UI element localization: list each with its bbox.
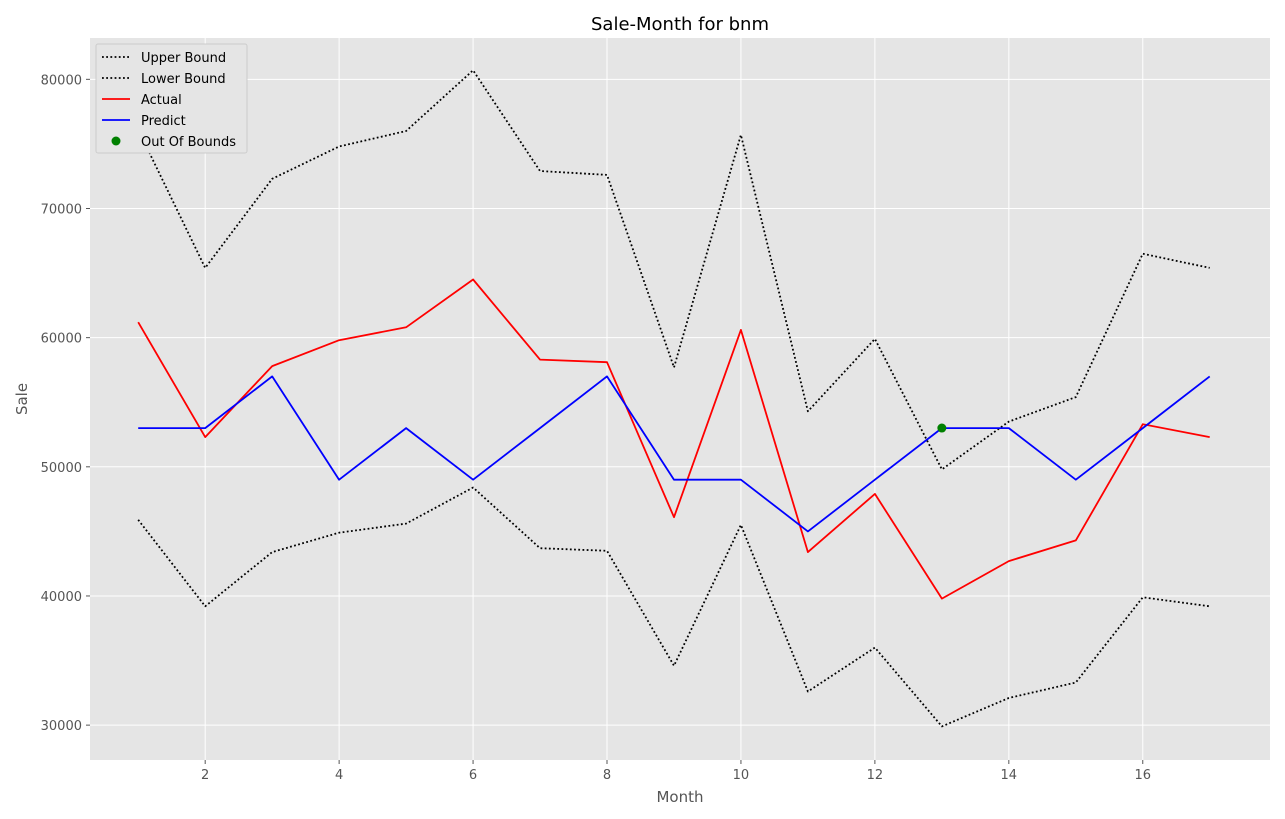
y-tick-label: 40000 xyxy=(41,590,82,605)
legend-box xyxy=(95,43,248,154)
legend-upper-bound-label: Upper Bound xyxy=(141,51,226,66)
x-tick-label: 10 xyxy=(733,768,750,783)
x-tick-label: 12 xyxy=(867,768,884,783)
grid xyxy=(90,38,1270,760)
y-tick-label: 50000 xyxy=(41,461,82,476)
y-tick-label: 60000 xyxy=(41,332,82,347)
x-tick-label: 4 xyxy=(335,768,343,783)
y-tick-label: 80000 xyxy=(41,73,82,88)
legend-out-of-bounds-label: Out Of Bounds xyxy=(141,135,236,150)
legend-actual-label: Actual xyxy=(141,93,182,108)
y-tick-label: 70000 xyxy=(41,202,82,217)
chart-title: Sale-Month for bnm xyxy=(591,14,769,35)
x-axis-title: Month xyxy=(656,788,703,806)
y-axis-title: Sale xyxy=(13,383,31,415)
x-tick-label: 2 xyxy=(201,768,209,783)
x-tick-label: 16 xyxy=(1134,768,1151,783)
x-tick-label: 6 xyxy=(469,768,477,783)
out-of-bounds-point xyxy=(937,423,947,433)
legend: Upper Bound Lower Bound Actual Predict Out O… xyxy=(95,43,248,154)
x-tick-label: 8 xyxy=(603,768,611,783)
actual-line xyxy=(137,278,1210,600)
predict-line xyxy=(138,375,1211,533)
series-group xyxy=(137,69,1211,728)
x-axis-ticks: 2 4 6 8 10 12 14 16 xyxy=(201,760,1151,783)
x-tick-label: 14 xyxy=(1001,768,1018,783)
legend-out-of-bounds-marker xyxy=(111,136,121,146)
y-axis-ticks: 30000 40000 50000 60000 70000 80000 xyxy=(41,73,90,734)
legend-predict-label: Predict xyxy=(141,114,186,129)
legend-lower-bound-label: Lower Bound xyxy=(141,72,226,87)
y-tick-label: 30000 xyxy=(41,719,82,734)
